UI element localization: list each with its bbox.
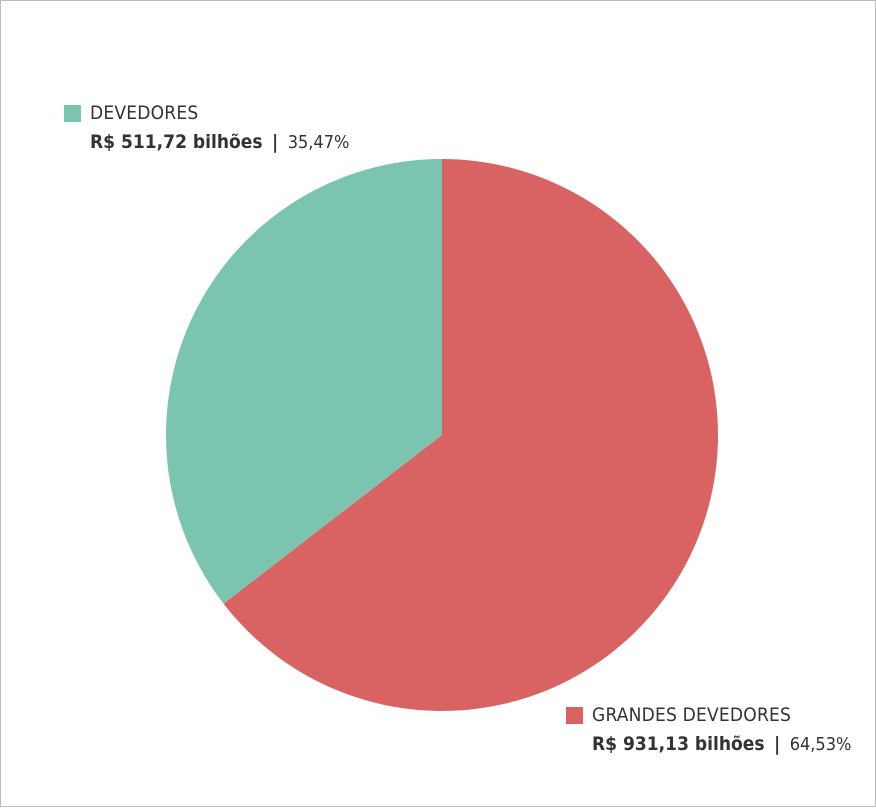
legend-devedores: DEVEDORES R$ 511,72 bilhões | 35,47% — [64, 104, 349, 152]
legend-value-devedores: R$ 511,72 bilhões — [90, 131, 263, 153]
legend-swatch-devedores — [64, 105, 81, 122]
pie-slice-devedores — [165, 159, 443, 604]
legend-percent-devedores: 35,47% — [287, 132, 350, 153]
legend-swatch-grandes-devedores — [566, 707, 583, 724]
legend-label-grandes-devedores: GRANDES DEVEDORES — [592, 704, 792, 726]
legend-label-devedores: DEVEDORES — [90, 102, 199, 124]
legend-separator: | — [774, 733, 781, 755]
legend-value-grandes-devedores: R$ 931,13 bilhões — [592, 733, 765, 755]
pie-slice-grandes-devedores — [223, 159, 718, 711]
legend-percent-grandes-devedores: 64,53% — [789, 734, 852, 755]
legend-separator: | — [272, 131, 279, 153]
legend-grandes-devedores: GRANDES DEVEDORES R$ 931,13 bilhões | 64… — [566, 706, 851, 754]
